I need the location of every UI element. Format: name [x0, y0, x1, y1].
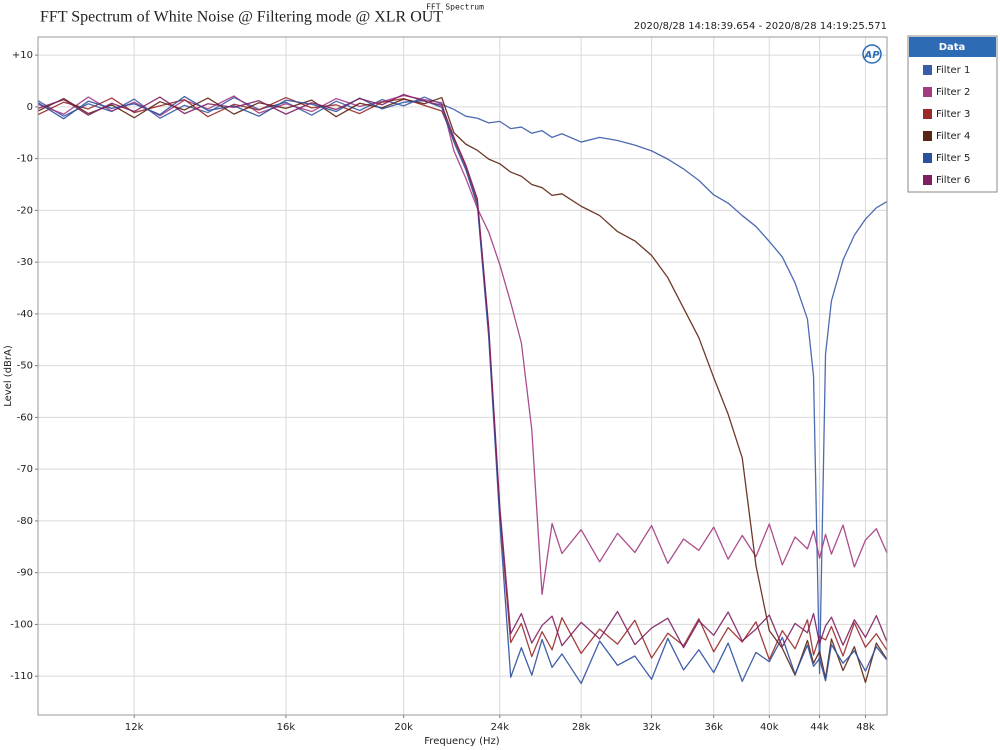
legend-box	[907, 35, 998, 193]
legend-label: Filter 4	[936, 131, 970, 142]
y-tick-label: +10	[12, 50, 33, 61]
legend-header	[909, 37, 996, 57]
y-tick-label: -30	[17, 257, 33, 268]
y-tick-label: -10	[17, 154, 33, 165]
x-axis-label: Frequency (Hz)	[424, 736, 500, 747]
x-tick-label: 36k	[704, 722, 723, 733]
x-tick-label: 24k	[491, 722, 510, 733]
plot-area	[37, 36, 888, 716]
series-line	[37, 95, 888, 685]
chart-subtitle: FFT Spectrum	[426, 3, 484, 12]
logo: AP	[862, 44, 882, 64]
legend-label: Filter 6	[936, 175, 970, 186]
y-tick-label: 0	[27, 102, 33, 113]
x-tick-label: 12k	[125, 722, 144, 733]
x-tick-label: 20k	[394, 722, 413, 733]
series-line	[37, 93, 888, 649]
legend-swatch	[923, 109, 932, 119]
y-tick-label: -80	[17, 516, 33, 527]
chart-title: FFT Spectrum of White Noise @ Filtering …	[40, 9, 443, 26]
y-tick-label: -110	[10, 671, 33, 682]
series-line	[37, 96, 888, 661]
legend-label: Filter 5	[936, 153, 970, 164]
y-tick-label: -50	[17, 361, 33, 372]
legend-title: Data	[939, 42, 966, 53]
legend-swatch	[923, 65, 932, 75]
plot-area	[37, 36, 888, 716]
legend-label: Filter 2	[936, 87, 970, 98]
y-tick-label: -40	[17, 309, 33, 320]
y-tick-label: -100	[10, 619, 33, 630]
x-tick-label: 28k	[572, 722, 591, 733]
legend-swatch	[923, 131, 932, 141]
y-tick-label: -60	[17, 412, 33, 423]
y-axis-label: Level (dBrA)	[3, 345, 14, 407]
legend-swatch	[923, 87, 932, 97]
legend-label: Filter 3	[936, 109, 970, 120]
y-tick-label: -70	[17, 464, 33, 475]
legend-swatch	[923, 153, 932, 163]
x-tick-label: 16k	[277, 722, 296, 733]
x-tick-label: 48k	[856, 722, 875, 733]
x-tick-label: 40k	[760, 722, 779, 733]
logo-text: AP	[863, 50, 880, 61]
series-line	[37, 96, 888, 675]
series-line	[37, 94, 888, 596]
x-tick-label: 44k	[810, 722, 829, 733]
logo-ring	[862, 44, 882, 64]
time-range: 2020/8/28 14:18:39.654 - 2020/8/28 14:19…	[634, 21, 887, 32]
x-tick-label: 32k	[642, 722, 661, 733]
y-tick-label: -90	[17, 568, 33, 579]
legend: Data Filter 1 Filter 2 Filter 3 Filter 4 Fil…	[907, 35, 998, 193]
series-line	[37, 96, 888, 684]
y-tick-label: -20	[17, 205, 33, 216]
legend-label: Filter 1	[936, 65, 970, 76]
legend-swatch	[923, 175, 932, 185]
